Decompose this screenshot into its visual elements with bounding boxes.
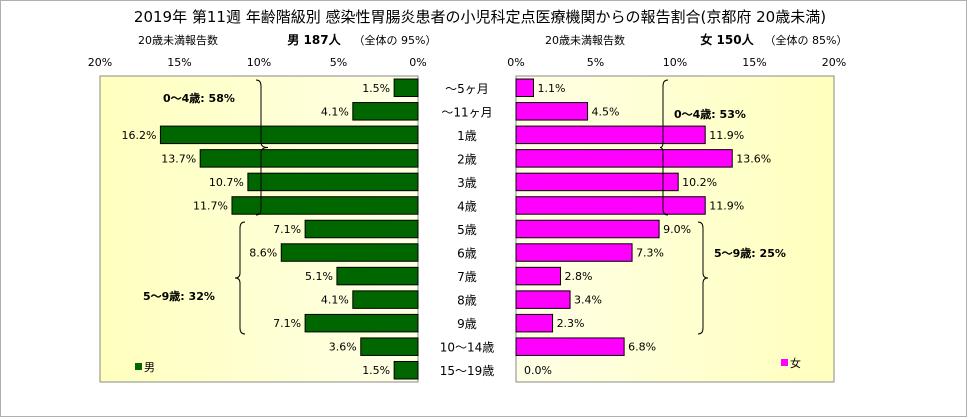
female-bar — [515, 196, 706, 215]
female-legend-label: 女 — [790, 356, 801, 370]
female-value-label: 3.4% — [574, 294, 602, 307]
male-bar — [393, 78, 419, 98]
male-value-label: 1.5% — [362, 364, 390, 377]
female-value-label: 13.6% — [736, 152, 771, 165]
female-value-label: 2.3% — [557, 317, 585, 330]
male-x-tick: 20% — [88, 56, 112, 69]
female-x-tick: 10% — [663, 56, 687, 69]
male-group-0-4: 0～4歳: 58% — [163, 91, 235, 105]
male-group-5-9: 5～9歳: 32% — [143, 289, 215, 303]
male-bar — [280, 243, 419, 262]
male-bar — [304, 219, 419, 239]
female-bar — [515, 243, 633, 262]
female-x-tick: 15% — [742, 56, 766, 69]
male-bar — [360, 337, 419, 356]
female-value-label: 9.0% — [663, 223, 691, 236]
male-bar — [231, 196, 419, 215]
male-header-total: （全体の 95%） — [354, 33, 437, 47]
male-legend-swatch — [135, 363, 142, 370]
male-x-tick: 15% — [167, 56, 191, 69]
male-value-label: 7.1% — [273, 317, 301, 330]
female-value-label: 4.5% — [592, 105, 620, 118]
age-category-label: ～11ヶ月 — [441, 105, 492, 119]
male-value-label: 16.2% — [121, 129, 156, 142]
male-value-label: 8.6% — [249, 247, 277, 260]
female-bar — [515, 266, 562, 286]
female-header-reported: 20歳未満報告数 — [545, 34, 625, 47]
female-x-tick: 0% — [507, 56, 524, 69]
male-value-label: 7.1% — [273, 223, 301, 236]
age-category-label: 10～14歳 — [440, 341, 495, 355]
male-value-label: 13.7% — [161, 152, 196, 165]
male-value-label: 4.1% — [321, 105, 349, 118]
group-brace — [255, 79, 269, 216]
male-bar — [393, 360, 419, 380]
female-bar — [515, 313, 554, 333]
female-bar — [515, 290, 571, 309]
age-category-label: 3歳 — [457, 176, 477, 190]
female-bar — [515, 125, 706, 145]
female-group-0-4: 0～4歳: 53% — [674, 107, 746, 121]
group-brace — [697, 221, 709, 335]
female-header-count: 女 150人 — [700, 32, 754, 47]
female-x-tick: 5% — [587, 56, 604, 69]
female-legend-swatch — [781, 359, 788, 366]
male-bar — [304, 313, 419, 333]
male-bar — [247, 172, 419, 192]
female-bar — [515, 102, 589, 121]
male-bar — [199, 149, 419, 168]
female-bar — [515, 219, 660, 239]
male-value-label: 3.6% — [329, 341, 357, 354]
female-bar — [515, 78, 534, 98]
female-value-label: 2.8% — [565, 270, 593, 283]
male-bar — [336, 266, 419, 286]
male-bar — [159, 125, 419, 145]
age-category-label: 7歳 — [457, 270, 477, 284]
male-value-label: 1.5% — [362, 82, 390, 95]
age-category-label: 15～19歳 — [440, 364, 495, 378]
age-category-label: 8歳 — [457, 294, 477, 308]
group-brace — [234, 221, 246, 335]
age-category-label: 9歳 — [457, 317, 477, 331]
chart-title: 2019年 第11週 年齢階級別 感染性胃腸炎患者の小児科定点医療機関からの報告… — [134, 8, 826, 26]
female-value-label: 11.9% — [709, 129, 744, 142]
female-value-label: 0.0% — [524, 364, 552, 377]
female-value-label: 10.2% — [682, 176, 717, 189]
male-x-tick: 10% — [247, 56, 271, 69]
female-bar — [515, 172, 679, 192]
female-x-tick: 20% — [822, 56, 846, 69]
age-category-label: 6歳 — [457, 247, 477, 261]
female-value-label: 6.8% — [628, 341, 656, 354]
male-value-label: 10.7% — [209, 176, 244, 189]
age-category-label: ～5ヶ月 — [445, 82, 489, 96]
female-value-label: 11.9% — [709, 199, 744, 212]
age-category-label: 4歳 — [457, 199, 477, 213]
age-category-label: 1歳 — [457, 129, 477, 143]
male-header-reported: 20歳未満報告数 — [138, 34, 218, 47]
female-bar — [515, 149, 733, 168]
male-value-label: 5.1% — [305, 270, 333, 283]
male-value-label: 4.1% — [321, 294, 349, 307]
male-legend-label: 男 — [144, 361, 155, 374]
female-value-label: 7.3% — [636, 247, 664, 260]
male-bar — [352, 102, 419, 121]
male-bar — [352, 290, 419, 309]
male-header-count: 男 187人 — [287, 32, 341, 47]
female-header-total: （全体の 85%） — [765, 33, 848, 47]
male-value-label: 11.7% — [193, 199, 228, 212]
female-bar — [515, 337, 625, 356]
female-group-5-9: 5～9歳: 25% — [714, 246, 786, 260]
age-category-label: 2歳 — [457, 152, 477, 166]
male-x-tick: 5% — [330, 56, 347, 69]
group-brace — [659, 79, 669, 216]
female-value-label: 1.1% — [537, 82, 565, 95]
age-category-label: 5歳 — [457, 223, 477, 237]
male-x-tick: 0% — [409, 56, 426, 69]
